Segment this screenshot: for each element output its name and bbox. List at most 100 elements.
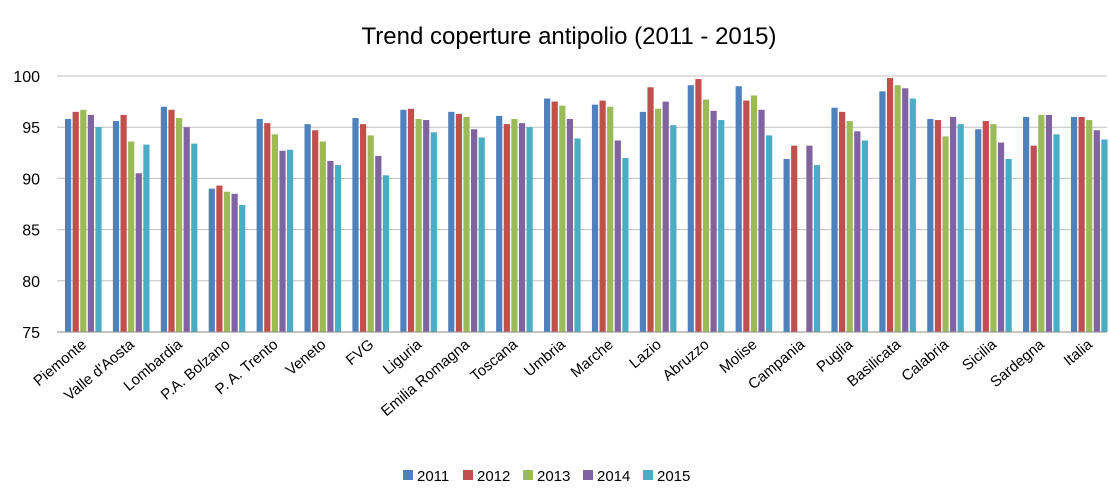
bar-2011-piemonte [65, 119, 72, 333]
bar-2012-umbria [551, 101, 558, 332]
bar-2012-marche [599, 100, 606, 333]
bar-2012-abruzzo [695, 79, 702, 333]
bar-2012-toscana [503, 124, 510, 333]
bar-2012-puglia [839, 111, 846, 332]
bar-2014-fvg [375, 155, 382, 332]
x-tick-label: Umbria [521, 336, 569, 381]
bar-2015-p-a-trento [287, 149, 294, 332]
legend-swatch [523, 470, 533, 480]
bar-2013-sicilia [990, 124, 997, 333]
bar-2013-marche [607, 106, 614, 332]
bar-2014-emilia-romagna [471, 129, 478, 332]
bar-2013-liguria [415, 119, 422, 333]
legend-label: 2011 [417, 468, 449, 485]
bar-2014-calabria [950, 116, 957, 333]
bar-2015-liguria [430, 132, 437, 332]
bar-2013-piemonte [80, 109, 87, 333]
legend-label: 2013 [537, 468, 570, 485]
bar-2014-umbria [566, 119, 574, 333]
bar-2011-italia [1070, 116, 1078, 333]
bar-2012-sicilia [982, 121, 989, 332]
bar-2013-calabria [942, 136, 949, 332]
x-tick-label: Basilicata [844, 336, 905, 391]
bar-2011-fvg [352, 117, 359, 332]
bar-2012-molise [743, 100, 750, 333]
bar-2011-abruzzo [687, 85, 694, 332]
bar-2014-valle-d-aosta [135, 173, 142, 332]
bar-2011-sardegna [1023, 116, 1030, 333]
legend-label: 2012 [477, 468, 510, 485]
bar-2014-p-a-trento [279, 150, 286, 332]
x-tick-label: Sardegna [987, 336, 1048, 391]
bar-2013-italia [1086, 120, 1093, 332]
legend-swatch [583, 470, 593, 480]
y-tick-label: 95 [22, 120, 40, 137]
bar-2014-abruzzo [710, 110, 717, 332]
chart-title: Trend coperture antipolio (2011 - 2015) [362, 23, 777, 50]
bar-2012-fvg [360, 124, 367, 333]
bar-2015-lombardia [191, 143, 198, 332]
x-tick-label: Italia [1061, 336, 1097, 370]
x-tick-label: FVG [343, 336, 378, 369]
x-tick-label: Calabria [898, 336, 952, 385]
bar-2012-campania [791, 145, 798, 332]
bar-2014-sicilia [997, 142, 1005, 332]
bar-2011-emilia-romagna [448, 111, 455, 332]
x-tick-label: Emilia Romagna [378, 336, 474, 420]
bar-2015-marche [622, 157, 629, 332]
legend: 2011 2012 2013 2014 2015 [403, 468, 690, 485]
x-tick-label: Veneto [283, 336, 330, 379]
legend-swatch [463, 470, 473, 480]
x-tick-label: Puglia [813, 336, 856, 376]
bar-2011-lazio [639, 111, 647, 332]
bar-2014-veneto [327, 160, 334, 332]
bar-2015-umbria [574, 138, 581, 332]
bar-2015-basilicata [909, 98, 916, 332]
bar-2014-lombardia [183, 127, 190, 332]
bar-2011-toscana [496, 115, 503, 332]
bar-2012-lombardia [168, 109, 175, 333]
x-tick-label: Sicilia [959, 336, 1000, 375]
bar-2015-campania [813, 165, 821, 332]
bar-2014-campania [806, 145, 813, 332]
y-tick-label: 75 [22, 325, 40, 342]
y-tick-label: 100 [13, 69, 40, 86]
bar-2013-emilia-romagna [463, 116, 470, 333]
bar-2015-calabria [957, 124, 964, 333]
x-tick-label: Lazio [626, 336, 664, 372]
bar-2014-molise [758, 109, 765, 333]
bar-2015-toscana [526, 127, 533, 332]
bar-2013-veneto [319, 141, 326, 332]
bar-2012-p-a-bolzano [216, 185, 223, 332]
bar-2014-sardegna [1045, 114, 1053, 332]
bar-2013-sardegna [1038, 114, 1045, 332]
bar-2013-basilicata [894, 85, 901, 332]
bars [65, 78, 1108, 333]
bar-2015-emilia-romagna [478, 137, 485, 332]
bar-2015-sicilia [1005, 158, 1012, 332]
bar-2015-italia [1101, 139, 1108, 332]
bar-2014-basilicata [902, 88, 909, 333]
bar-2011-basilicata [879, 91, 886, 332]
bar-2013-lombardia [176, 117, 183, 332]
legend-swatch [403, 470, 413, 480]
bar-2012-valle-d-aosta [120, 114, 127, 332]
bar-2012-lazio [647, 87, 654, 332]
bar-2014-lazio [662, 101, 669, 332]
bar-2011-valle-d-aosta [112, 121, 120, 332]
y-tick-label: 90 [22, 171, 40, 188]
bar-2012-sardegna [1030, 145, 1037, 332]
bar-2011-puglia [831, 107, 838, 332]
bar-2014-puglia [854, 131, 861, 332]
bar-2011-calabria [927, 119, 934, 333]
bar-2013-lazio [655, 108, 662, 332]
bar-2013-p-a-bolzano [223, 191, 231, 332]
bar-2011-veneto [304, 124, 311, 333]
bar-2014-toscana [518, 123, 526, 332]
bar-2015-puglia [861, 140, 869, 332]
bar-2012-emilia-romagna [455, 113, 463, 332]
bar-2015-valle-d-aosta [143, 144, 150, 332]
